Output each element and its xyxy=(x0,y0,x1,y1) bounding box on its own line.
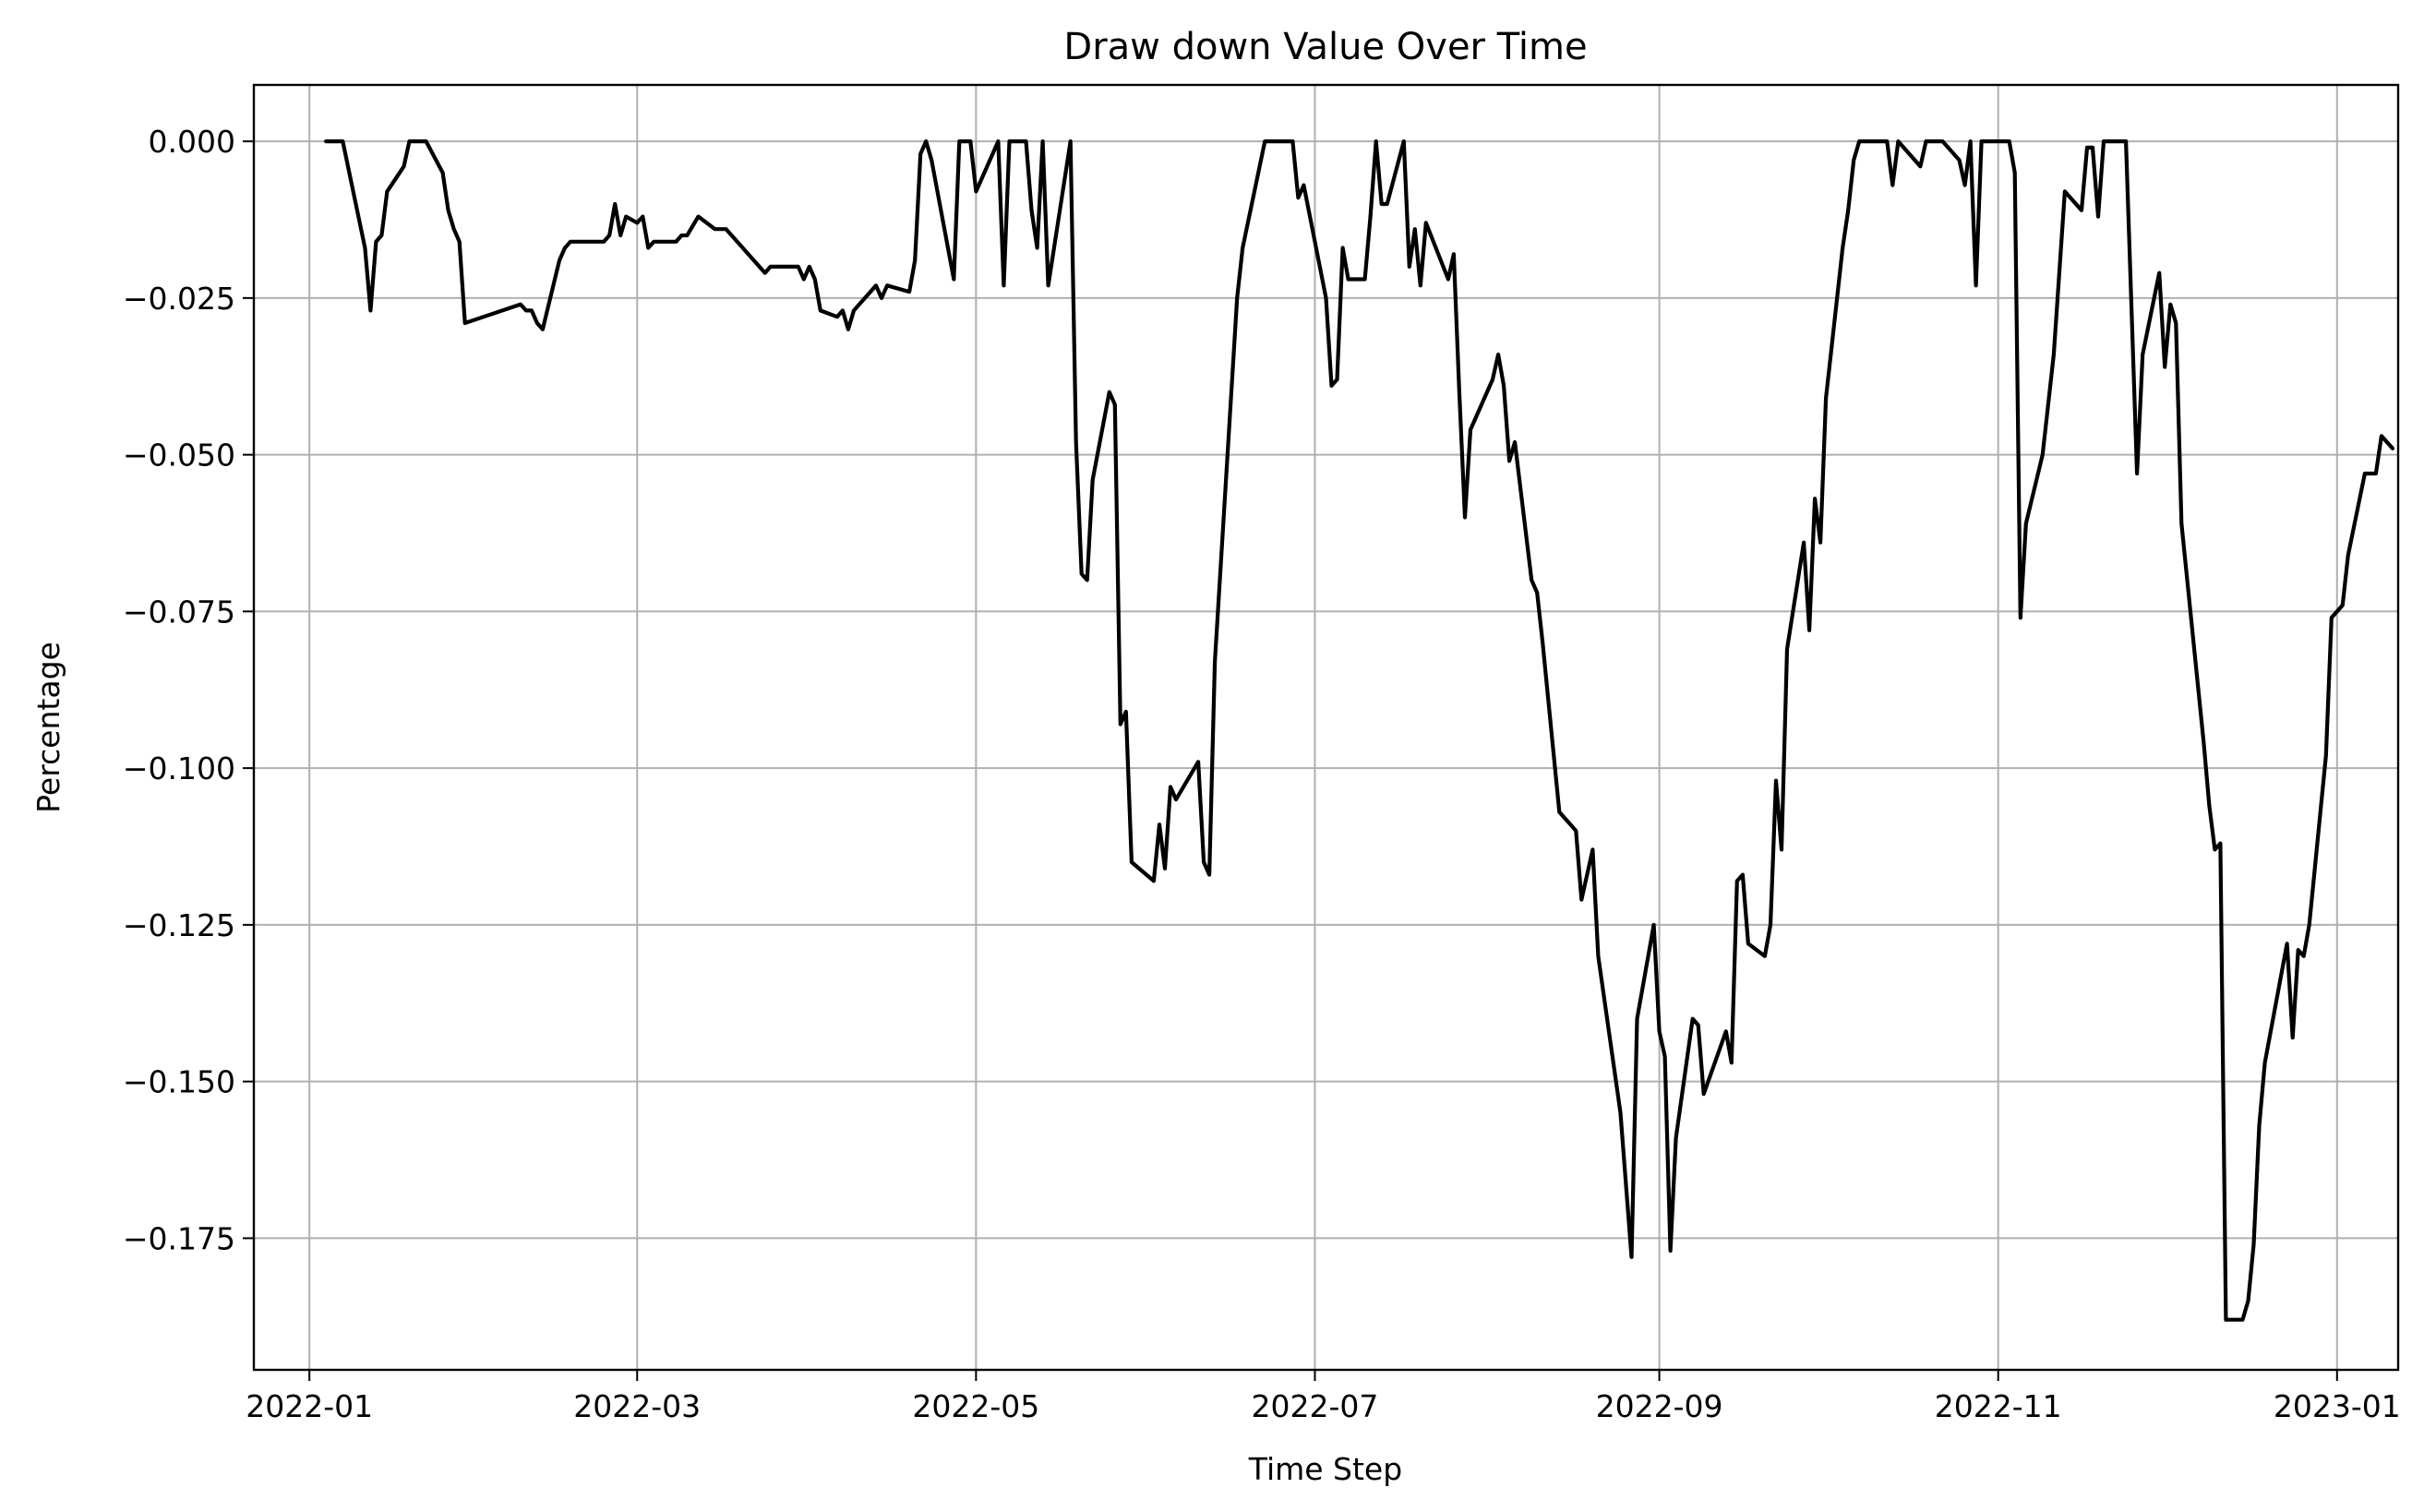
x-tick-label: 2022-03 xyxy=(573,1388,701,1424)
x-tick-label: 2022-01 xyxy=(246,1388,373,1424)
x-tick-label: 2022-05 xyxy=(912,1388,1039,1424)
x-tick-label: 2023-01 xyxy=(2274,1388,2401,1424)
x-tick-label: 2022-11 xyxy=(1935,1388,2062,1424)
y-tick-label: 0.000 xyxy=(149,124,235,160)
y-tick-label: −0.150 xyxy=(123,1064,235,1100)
y-axis-label: Percentage xyxy=(30,642,66,813)
x-axis-label: Time Step xyxy=(1248,1451,1402,1487)
y-tick-label: −0.125 xyxy=(123,907,235,943)
drawdown-series-line xyxy=(324,139,2395,1322)
axis-ticks: 2022-01 2022-03 2022-05 2022-07 2022-09 2022-… xyxy=(123,124,2401,1424)
chart-title: Draw down Value Over Time xyxy=(1063,26,1587,68)
y-tick-label: −0.050 xyxy=(123,438,235,474)
x-tick-label: 2022-07 xyxy=(1252,1388,1379,1424)
plot-frame xyxy=(252,83,2400,1372)
y-tick-label: −0.025 xyxy=(123,281,235,317)
y-tick-label: −0.175 xyxy=(123,1220,235,1256)
y-tick-label: −0.075 xyxy=(123,594,235,630)
x-tick-label: 2022-09 xyxy=(1596,1388,1723,1424)
y-tick-label: −0.100 xyxy=(123,750,235,786)
